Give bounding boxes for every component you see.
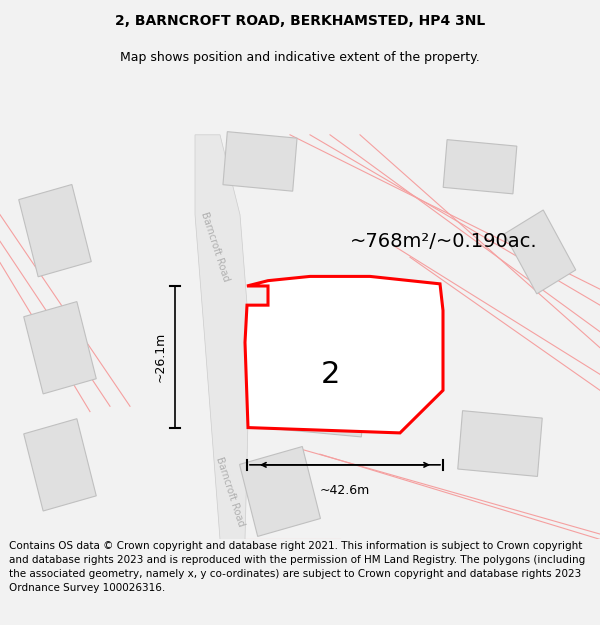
Polygon shape xyxy=(24,419,96,511)
Polygon shape xyxy=(239,446,320,536)
Text: 2, BARNCROFT ROAD, BERKHAMSTED, HP4 3NL: 2, BARNCROFT ROAD, BERKHAMSTED, HP4 3NL xyxy=(115,14,485,28)
Polygon shape xyxy=(223,132,297,191)
Text: ~42.6m: ~42.6m xyxy=(320,484,370,497)
Polygon shape xyxy=(24,302,96,394)
Text: Map shows position and indicative extent of the property.: Map shows position and indicative extent… xyxy=(120,51,480,64)
Text: Barncroft Road: Barncroft Road xyxy=(214,456,246,528)
Polygon shape xyxy=(195,135,250,539)
Polygon shape xyxy=(245,276,443,433)
Text: ~26.1m: ~26.1m xyxy=(154,332,167,382)
Text: Barncroft Road: Barncroft Road xyxy=(199,211,231,282)
Polygon shape xyxy=(504,210,576,294)
Polygon shape xyxy=(272,344,368,437)
Text: 2: 2 xyxy=(320,360,340,389)
Polygon shape xyxy=(19,184,91,277)
Text: Contains OS data © Crown copyright and database right 2021. This information is : Contains OS data © Crown copyright and d… xyxy=(9,541,585,593)
Polygon shape xyxy=(458,411,542,476)
Polygon shape xyxy=(443,139,517,194)
Text: ~768m²/~0.190ac.: ~768m²/~0.190ac. xyxy=(350,232,538,251)
